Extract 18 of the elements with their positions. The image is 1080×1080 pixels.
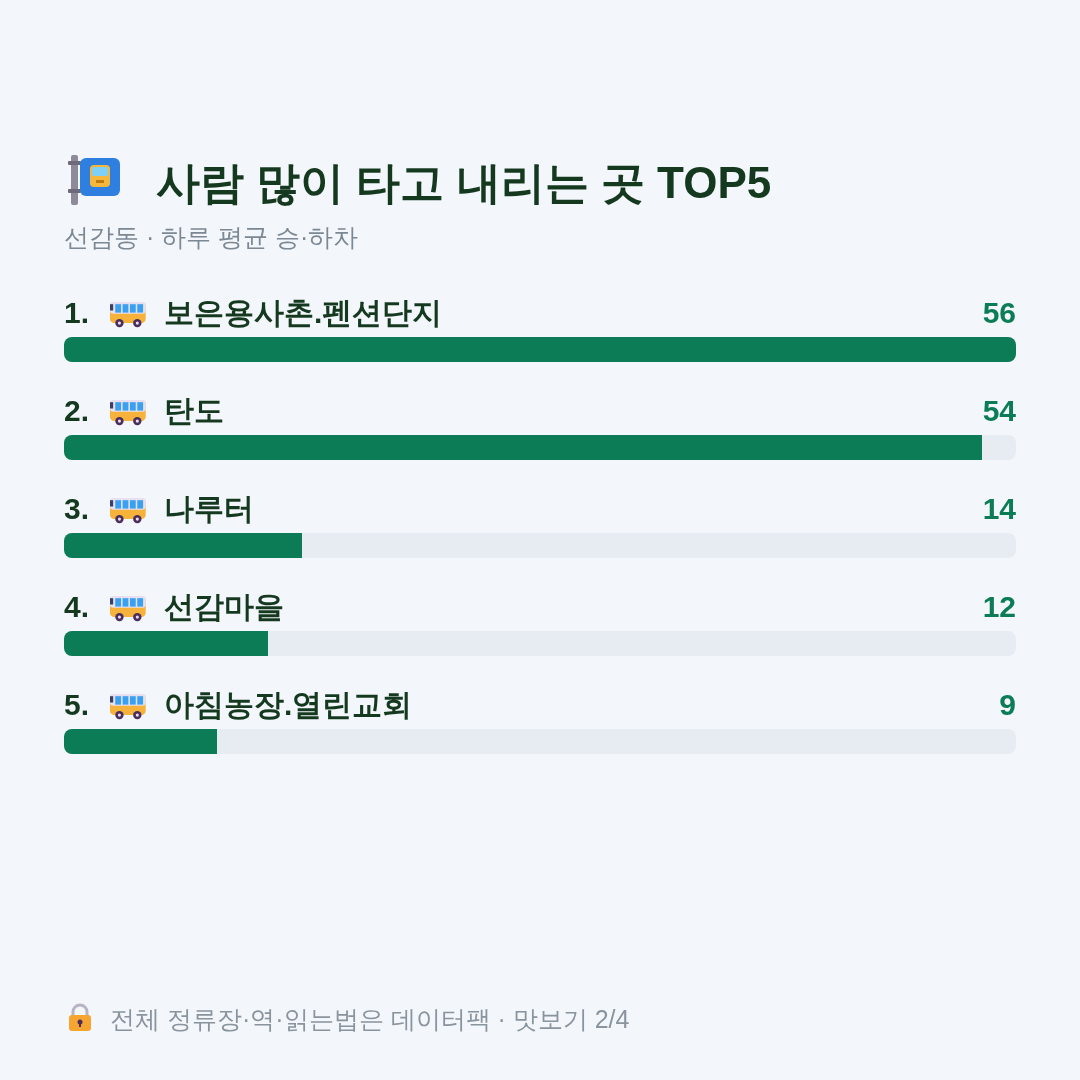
category-rank: 4. bbox=[64, 590, 90, 623]
category-label: 탄도 bbox=[164, 394, 224, 427]
category-label: 보은용사촌.펜션단지 bbox=[164, 296, 443, 329]
category-label: 나루터 bbox=[164, 492, 254, 525]
category-rank: 2. bbox=[64, 394, 90, 427]
category-rank: 5. bbox=[64, 688, 90, 721]
data-label: 9 bbox=[999, 688, 1016, 721]
chart-subtitle: 선감동 · 하루 평균 승·하차 bbox=[64, 223, 359, 251]
category-label: 아침농장.열린교회 bbox=[164, 688, 413, 721]
data-label: 54 bbox=[982, 394, 1017, 427]
text: 전체 정류장·역·읽는법은 데이터팩 · 맛보기 2/4 bbox=[110, 1005, 630, 1033]
category-rank: 1. bbox=[64, 296, 90, 329]
chart-title: 사람 많이 타고 내리는 곳 TOP5 bbox=[156, 158, 772, 207]
data-label: 56 bbox=[982, 296, 1016, 329]
category-rank: 3. bbox=[64, 492, 90, 525]
data-label: 12 bbox=[982, 590, 1016, 623]
category-label: 선감마을 bbox=[164, 590, 284, 623]
data-label: 14 bbox=[982, 492, 1017, 525]
